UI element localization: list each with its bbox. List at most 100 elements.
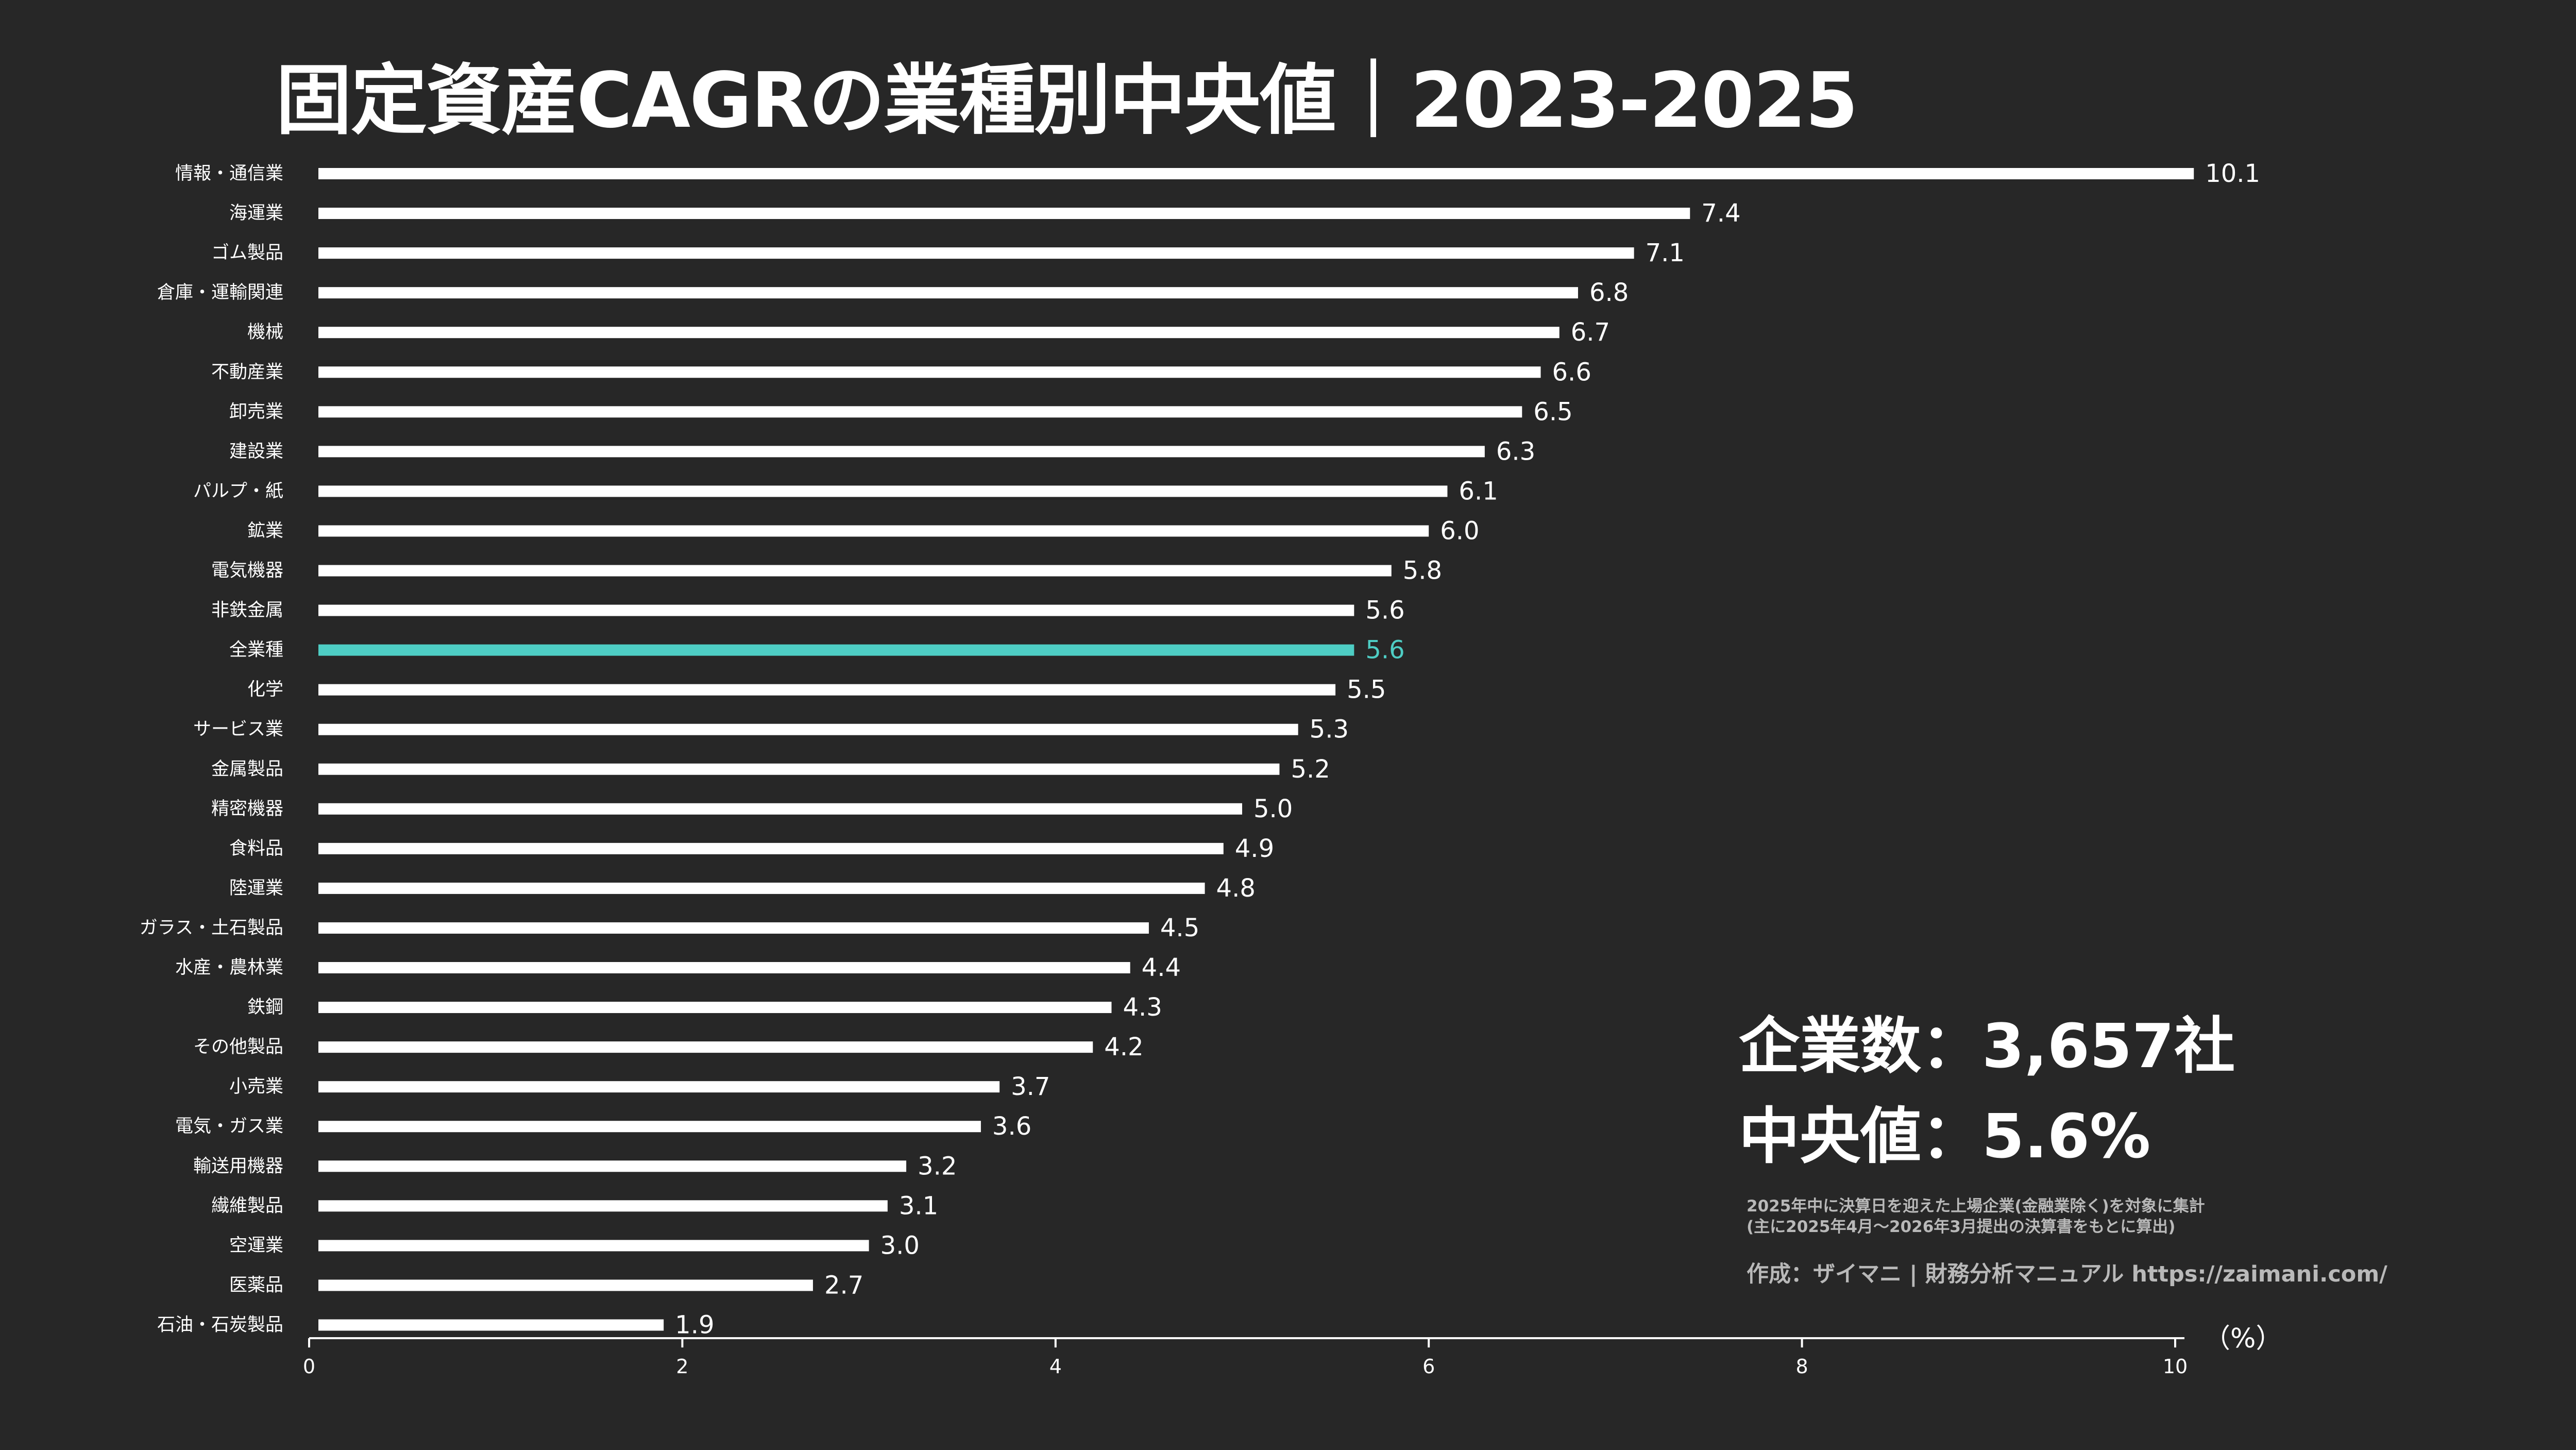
bar	[318, 406, 1522, 418]
category-label: 鉄鋼	[247, 997, 283, 1018]
category-label: 化学	[247, 680, 283, 700]
category-label: 電気・ガス業	[175, 1116, 283, 1137]
bar	[318, 168, 2194, 179]
category-label: 機械	[247, 322, 283, 343]
bar	[318, 882, 1205, 894]
bar	[318, 1041, 1093, 1053]
company-count: 企業数：3,657社	[1739, 1010, 2235, 1082]
category-label: サービス業	[193, 719, 283, 740]
value-labels: 10.1 7.4 7.1 6.8 6.7 6.6 6.5 6.3 6.1 6.0 5.8 5.6 5.6…	[675, 159, 2260, 1339]
value-label: 3.6	[992, 1112, 1031, 1141]
x-tick-label: 6	[1422, 1355, 1435, 1378]
credit: 作成：ザイマニ | 財務分析マニュアル https://zaimani.com/	[1747, 1261, 2387, 1287]
bar	[318, 842, 1224, 854]
value-label: 3.1	[899, 1191, 938, 1220]
bar	[318, 446, 1485, 458]
value-label: 5.2	[1291, 755, 1330, 784]
value-label: 3.7	[1011, 1072, 1050, 1101]
bar	[318, 803, 1242, 815]
bars-group	[318, 168, 2194, 1331]
value-label: 6.6	[1552, 358, 1591, 386]
x-axis-unit-label: （%）	[2204, 1323, 2282, 1354]
category-label: 建設業	[229, 441, 283, 462]
bar	[318, 644, 1354, 656]
bar	[318, 1081, 1000, 1093]
category-label: 輸送用機器	[193, 1156, 283, 1176]
bar	[318, 723, 1298, 735]
bar	[318, 485, 1448, 497]
category-label: 石油・石炭製品	[157, 1314, 283, 1335]
value-label: 5.6	[1365, 636, 1404, 665]
category-label: 全業種	[229, 640, 283, 661]
bar	[318, 1319, 664, 1331]
value-label: 2.7	[824, 1271, 863, 1300]
note-line-2: (主に2025年4月〜2026年3月提出の決算書をもとに算出)	[1747, 1218, 2176, 1236]
value-label: 3.0	[880, 1231, 920, 1260]
category-label: 金属製品	[211, 759, 283, 780]
bar	[318, 327, 1560, 339]
bar	[318, 1200, 888, 1212]
value-label: 4.9	[1235, 834, 1274, 863]
bar	[318, 1002, 1112, 1014]
x-ticks: 0 2 4 6 8 10	[303, 1338, 2188, 1378]
bar	[318, 208, 1690, 220]
x-tick-label: 8	[1796, 1355, 1808, 1378]
category-labels: 情報・通信業海運業ゴム製品倉庫・運輸関連機械不動産業卸売業建設業パルプ・紙鉱業電…	[140, 163, 283, 1335]
value-label: 5.0	[1253, 795, 1293, 823]
category-label: 水産・農林業	[175, 957, 283, 978]
x-tick-label: 4	[1049, 1355, 1062, 1378]
category-label: 情報・通信業	[175, 163, 283, 184]
value-label: 7.4	[1701, 199, 1740, 228]
value-label: 10.1	[2205, 159, 2260, 188]
bar	[318, 922, 1149, 934]
value-label: 5.3	[1310, 715, 1349, 744]
category-label: 卸売業	[229, 401, 283, 422]
category-label: パルプ・紙	[193, 481, 283, 501]
category-label: 陸運業	[229, 878, 283, 899]
value-label: 5.6	[1365, 596, 1404, 625]
bar	[318, 962, 1130, 973]
bar	[318, 763, 1280, 775]
value-label: 6.7	[1571, 318, 1610, 347]
bar	[318, 1279, 813, 1291]
category-label: 不動産業	[211, 362, 283, 382]
bar	[318, 1121, 981, 1133]
note-line-1: 2025年中に決算日を迎えた上場企業(金融業除く)を対象に集計	[1747, 1197, 2205, 1216]
value-label: 3.2	[918, 1152, 957, 1181]
value-label: 4.2	[1104, 1033, 1143, 1061]
category-label: 空運業	[229, 1235, 283, 1256]
chart-title: 固定資産CAGRの業種別中央値｜2023-2025	[276, 56, 1858, 145]
x-tick-label: 0	[303, 1355, 315, 1378]
category-label: 小売業	[229, 1076, 283, 1097]
bar	[318, 1160, 907, 1172]
category-label: 繊維製品	[211, 1195, 283, 1216]
value-label: 6.3	[1496, 437, 1535, 466]
x-tick-label: 2	[676, 1355, 688, 1378]
category-label: 倉庫・運輸関連	[157, 282, 283, 303]
value-label: 4.3	[1123, 993, 1162, 1022]
category-label: 電気機器	[211, 561, 283, 581]
bar	[318, 525, 1429, 537]
category-label: その他製品	[193, 1037, 283, 1057]
value-label: 5.8	[1403, 557, 1442, 585]
bar	[318, 247, 1634, 259]
category-label: ガラス・土石製品	[140, 918, 283, 938]
value-label: 1.9	[675, 1310, 714, 1339]
category-label: 海運業	[229, 203, 283, 224]
bar	[318, 1240, 869, 1252]
median-value: 中央値：5.6%	[1739, 1101, 2151, 1172]
value-label: 4.4	[1142, 953, 1181, 982]
value-label: 7.1	[1646, 239, 1685, 267]
category-label: ゴム製品	[211, 243, 283, 263]
x-tick-label: 10	[2163, 1355, 2188, 1378]
value-label: 6.0	[1440, 516, 1479, 545]
category-label: 非鉄金属	[211, 600, 283, 621]
category-label: 医薬品	[229, 1275, 283, 1295]
value-label: 6.8	[1589, 278, 1629, 307]
category-label: 精密機器	[211, 799, 283, 819]
category-label: 鉱業	[247, 520, 283, 541]
value-label: 4.5	[1160, 914, 1199, 942]
bar	[318, 366, 1541, 378]
bar	[318, 565, 1392, 577]
